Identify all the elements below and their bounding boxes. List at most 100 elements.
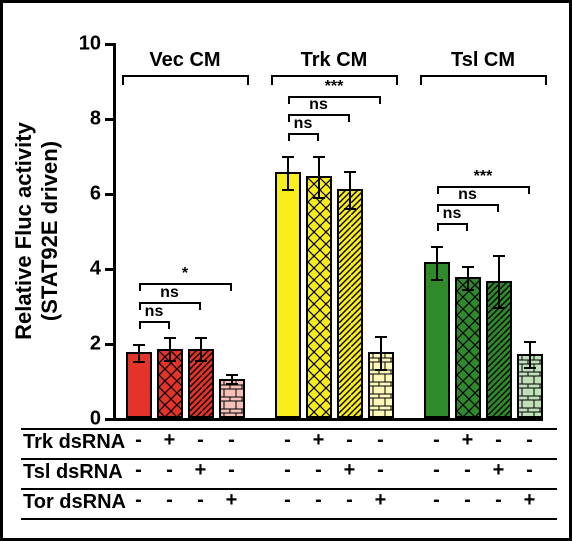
bar <box>455 277 481 418</box>
row-cell: + <box>344 459 356 482</box>
sig-bracket-r <box>230 283 232 291</box>
errorbar-cap-bot <box>524 367 536 369</box>
sig-label: ns <box>294 115 313 133</box>
row-cell: - <box>433 459 440 482</box>
row-label: Trk dsRNA <box>23 431 125 454</box>
y-tick <box>105 268 113 271</box>
sig-bracket-l <box>288 96 290 104</box>
sig-bracket-h <box>288 133 319 135</box>
errorbar-stem <box>318 156 320 197</box>
sig-bracket-l <box>139 283 141 291</box>
errorbar-stem <box>436 246 438 280</box>
errorbar-stem <box>169 337 171 360</box>
row-cell: - <box>464 489 471 512</box>
sig-bracket-r <box>466 223 468 231</box>
row-rule-bottom <box>21 518 557 520</box>
sig-bracket-h <box>437 223 468 225</box>
errorbar-cap-bot <box>313 197 325 199</box>
bar <box>424 262 450 418</box>
errorbar-stem <box>349 171 351 209</box>
row-cell: - <box>377 429 384 452</box>
figure-root: 0246810Relative Fluc activity(STAT92E dr… <box>0 0 572 541</box>
errorbar-cap-bot <box>226 383 238 385</box>
errorbar-cap-bot <box>462 289 474 291</box>
sig-bracket-l <box>437 223 439 231</box>
errorbar-cap-bot <box>133 361 145 363</box>
sig-label: *** <box>325 78 344 96</box>
errorbar-cap-top <box>524 341 536 343</box>
errorbar-cap-bot <box>282 189 294 191</box>
row-cell: - <box>377 459 384 482</box>
errorbar-stem <box>467 266 469 289</box>
sig-bracket-r <box>199 302 201 310</box>
sig-bracket-h <box>437 186 530 188</box>
errorbar-stem <box>138 344 140 361</box>
group-bracket-right <box>247 75 249 85</box>
row-cell: - <box>526 429 533 452</box>
group-label: Tsl CM <box>451 49 515 72</box>
errorbar-cap-top <box>164 337 176 339</box>
group-bracket-top <box>420 75 547 77</box>
sig-bracket-h <box>139 321 170 323</box>
row-cell: - <box>228 459 235 482</box>
sig-label: ns <box>160 284 179 302</box>
errorbar-cap-top <box>313 156 325 158</box>
group-bracket-right <box>545 75 547 85</box>
row-cell: + <box>524 489 536 512</box>
sig-bracket-h <box>139 302 201 304</box>
sig-bracket-l <box>437 204 439 212</box>
sig-bracket-l <box>139 321 141 329</box>
sig-label: *** <box>474 168 493 186</box>
row-cell: - <box>315 489 322 512</box>
row-cell: - <box>315 459 322 482</box>
errorbar-cap-bot <box>195 360 207 362</box>
row-cell: - <box>346 489 353 512</box>
errorbar-stem <box>287 156 289 190</box>
group-label: Trk CM <box>301 49 368 72</box>
sig-label: ns <box>443 205 462 223</box>
sig-bracket-l <box>437 186 439 194</box>
sig-label: ns <box>309 96 328 114</box>
y-tick <box>105 343 113 346</box>
y-tick-label: 4 <box>90 258 101 281</box>
row-cell: - <box>495 489 502 512</box>
errorbar-cap-bot <box>375 369 387 371</box>
y-tick <box>105 418 113 421</box>
errorbar-stem <box>200 337 202 360</box>
y-tick <box>105 118 113 121</box>
row-cell: - <box>166 459 173 482</box>
bar <box>306 176 332 418</box>
row-cell: - <box>433 489 440 512</box>
errorbar-cap-top <box>493 255 505 257</box>
row-cell: - <box>526 459 533 482</box>
sig-bracket-l <box>288 133 290 141</box>
y-tick-label: 6 <box>90 183 101 206</box>
y-tick-label: 10 <box>79 33 101 56</box>
errorbar-cap-bot <box>493 307 505 309</box>
sig-bracket-h <box>288 96 381 98</box>
row-label: Tsl dsRNA <box>23 461 123 484</box>
y-axis-label: Relative Fluc activity(STAT92E driven) <box>11 122 63 340</box>
group-label: Vec CM <box>149 49 220 72</box>
sig-label: ns <box>458 186 477 204</box>
row-label: Tor dsRNA <box>23 491 126 514</box>
y-tick <box>105 43 113 46</box>
group-bracket-left <box>271 75 273 85</box>
errorbar-cap-bot <box>344 208 356 210</box>
errorbar-cap-top <box>462 266 474 268</box>
errorbar-cap-top <box>282 156 294 158</box>
y-tick-label: 2 <box>90 333 101 356</box>
group-bracket-left <box>420 75 422 85</box>
sig-bracket-h <box>288 114 350 116</box>
errorbar-cap-top <box>133 344 145 346</box>
row-cell: + <box>375 489 387 512</box>
errorbar-cap-top <box>344 171 356 173</box>
row-cell: - <box>197 429 204 452</box>
row-cell: + <box>164 429 176 452</box>
group-bracket-left <box>122 75 124 85</box>
y-tick <box>105 193 113 196</box>
row-cell: - <box>135 429 142 452</box>
errorbar-cap-top <box>195 337 207 339</box>
row-cell: - <box>284 489 291 512</box>
group-bracket-right <box>396 75 398 85</box>
